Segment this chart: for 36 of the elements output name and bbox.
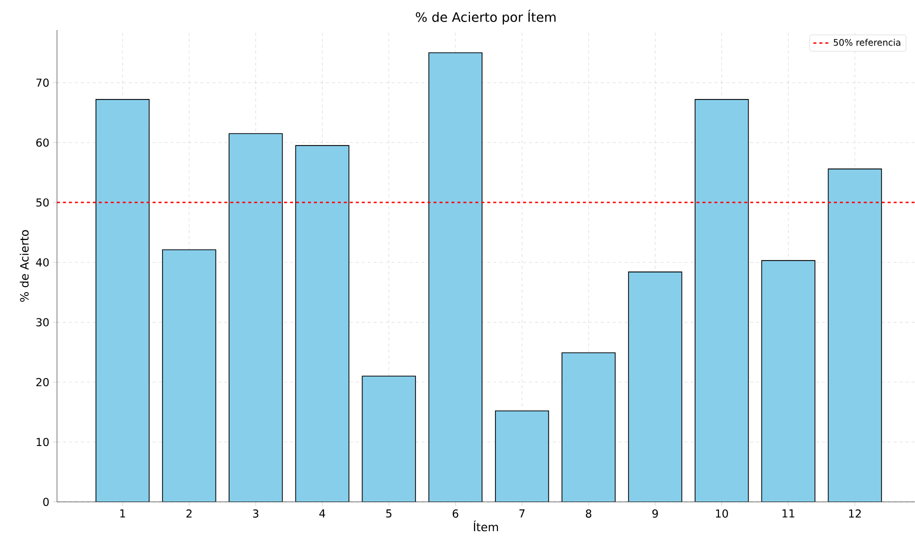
bar bbox=[428, 52, 482, 502]
bar bbox=[295, 145, 350, 502]
bar bbox=[562, 352, 616, 502]
x-tick-label: 2 bbox=[186, 509, 192, 518]
y-tick-label: 70 bbox=[36, 78, 49, 87]
bar bbox=[362, 376, 416, 502]
y-tick-label: 50 bbox=[36, 198, 49, 207]
bar bbox=[494, 410, 550, 502]
y-tick-label: 30 bbox=[36, 318, 49, 326]
x-tick-label: 1 bbox=[120, 509, 126, 518]
x-axis-title: Ítem bbox=[474, 520, 498, 532]
x-tick-label: 10 bbox=[716, 509, 728, 518]
bar bbox=[828, 168, 882, 502]
y-tick-label: 20 bbox=[36, 378, 49, 386]
x-tick-label: 8 bbox=[586, 509, 592, 518]
x-tick-label: 6 bbox=[452, 509, 458, 518]
bar bbox=[694, 99, 749, 502]
x-tick-label: 9 bbox=[652, 509, 658, 518]
x-tick-label: 11 bbox=[782, 509, 794, 518]
bar bbox=[628, 272, 682, 502]
chart-title: % de Acierto por Ítem bbox=[416, 10, 556, 25]
x-tick-label: 7 bbox=[519, 509, 525, 518]
x-tick-label: 12 bbox=[849, 509, 861, 518]
y-axis-title: % de Acierto bbox=[20, 230, 29, 302]
y-tick-label: 40 bbox=[36, 258, 49, 267]
bar bbox=[96, 99, 150, 502]
x-tick-label: 5 bbox=[386, 509, 392, 518]
bar bbox=[228, 133, 283, 502]
y-tick-label: 0 bbox=[43, 498, 49, 506]
x-tick-label: 4 bbox=[319, 509, 326, 518]
y-tick-label: 10 bbox=[36, 438, 49, 446]
y-tick-label: 60 bbox=[36, 138, 49, 147]
legend-label: 50% referencia bbox=[834, 38, 900, 46]
bar bbox=[162, 249, 216, 502]
bar bbox=[761, 260, 816, 502]
x-tick-label: 3 bbox=[253, 509, 258, 518]
